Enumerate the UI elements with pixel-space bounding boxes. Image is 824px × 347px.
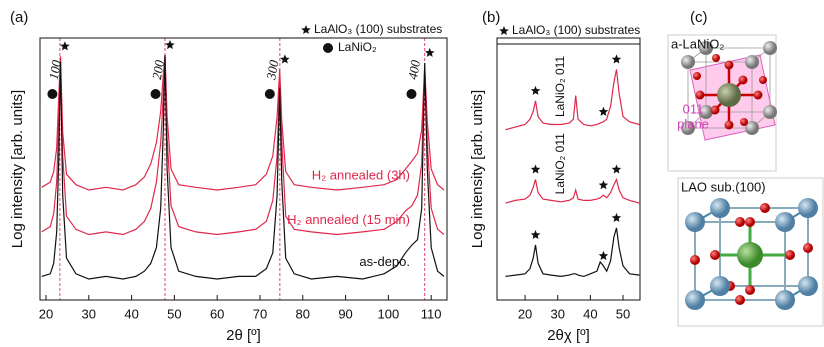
y-axis-label: Log intensity [arb. units]	[469, 90, 486, 248]
phase-marker	[265, 89, 275, 99]
phase-marker	[406, 89, 416, 99]
panel-label: (c)	[690, 9, 708, 26]
x-tick-label: 50	[167, 306, 181, 321]
xrd-trace	[506, 180, 640, 204]
substrate-star	[425, 48, 435, 57]
x-tick-label: 80	[296, 306, 310, 321]
panel-label: (b)	[482, 9, 500, 26]
substrate-star	[599, 180, 609, 189]
series-label: as-depo.	[359, 254, 410, 269]
phase-marker	[47, 89, 57, 99]
phase-peak-label: 400	[405, 58, 423, 80]
x-tick-label: 40	[124, 306, 138, 321]
legend-label: LaNiO₂	[338, 40, 377, 54]
peak-label: LaNiO₂ 011	[553, 133, 567, 194]
x-tick-label: 110	[421, 306, 442, 321]
legend-label: LaAlO₃ (100) substrates	[314, 22, 442, 36]
y-axis-label: Log intensity [arb. units]	[9, 90, 26, 248]
substrate-star	[60, 41, 70, 50]
substrate-star	[612, 165, 622, 174]
substrate-star	[531, 86, 541, 95]
peak-label: LaNiO₂ 011	[553, 56, 567, 117]
xrd-trace	[506, 228, 640, 277]
legend-dot	[323, 43, 333, 53]
structure-title: LAO sub.(100)	[681, 179, 766, 194]
x-tick-label: 50	[616, 306, 630, 321]
legend-label: LaAlO₃ (100) substrates	[512, 23, 640, 37]
panel-label: (a)	[10, 9, 28, 26]
substrate-star	[599, 251, 609, 260]
x-axis-label: 2θχ [º]	[547, 327, 590, 344]
substrate-star	[280, 54, 290, 63]
substrate-star	[531, 165, 541, 174]
x-tick-label: 100	[378, 306, 400, 321]
structure-title: a-LaNiO₂	[671, 36, 724, 51]
legend-star	[301, 25, 311, 34]
substrate-star	[612, 54, 622, 63]
legend-star	[499, 26, 509, 35]
xrd-trace	[42, 56, 444, 234]
x-tick-label: 90	[338, 306, 352, 321]
structure-panel: (c) a-LaNiO₂ 011 plane	[668, 9, 823, 326]
x-tick-label: 70	[253, 306, 267, 321]
x-tick-label: 30	[82, 306, 96, 321]
figure: (c) a-LaNiO₂ 011 plane	[0, 0, 824, 347]
phase-marker	[151, 89, 161, 99]
substrate-star	[165, 40, 175, 49]
plane-label: plane	[677, 116, 709, 131]
xrd-trace	[506, 69, 640, 129]
x-tick-label: 20	[518, 306, 532, 321]
series-label: H₂ annealed (3h)	[312, 167, 410, 182]
x-tick-label: 60	[210, 306, 224, 321]
series-label: H₂ annealed (15 min)	[287, 212, 410, 227]
substrate-star	[612, 213, 622, 222]
plane-label: 011	[683, 101, 704, 116]
x-tick-label: 40	[583, 306, 597, 321]
x-tick-label: 20	[39, 306, 53, 321]
x-axis-label: 2θ [º]	[226, 327, 261, 344]
x-tick-label: 30	[550, 306, 564, 321]
substrate-star	[531, 230, 541, 239]
substrate-star	[599, 107, 609, 116]
